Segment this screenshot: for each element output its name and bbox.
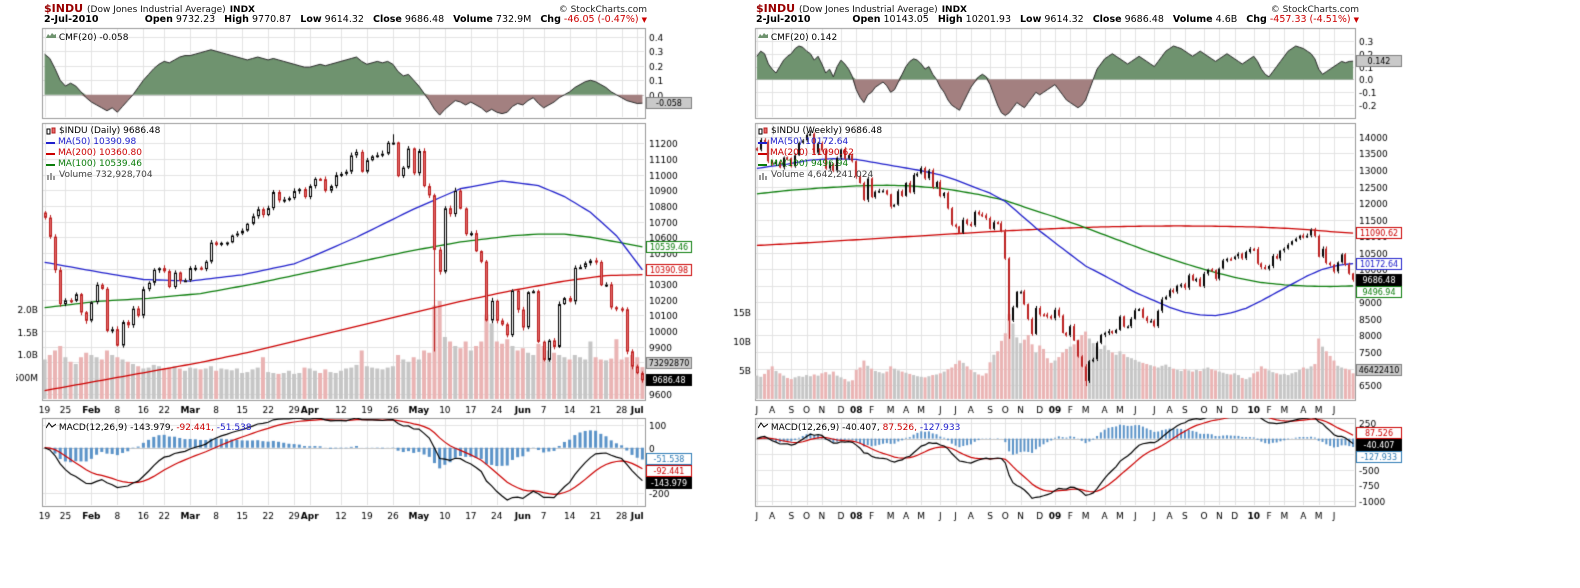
volume-value: Volume 732.9M bbox=[453, 14, 532, 25]
chart-date: 2-Jul-2010 bbox=[44, 14, 99, 25]
ma200-line-icon bbox=[758, 152, 767, 155]
copyright-link[interactable]: © StockCharts.com bbox=[558, 5, 647, 15]
exchange: INDX bbox=[229, 5, 255, 15]
symbol-legend: $INDU (Daily) 9686.48 bbox=[46, 126, 160, 137]
chart-date: 2-Jul-2010 bbox=[756, 14, 811, 25]
ma100-legend: MA(100) 9496.94 bbox=[758, 159, 882, 170]
ma50-legend: MA(50) 10172.64 bbox=[758, 137, 882, 148]
macd-legend: MACD(12,26,9) -143.979, -92.441, -51.538 bbox=[46, 421, 252, 434]
close-value: Close 9686.48 bbox=[1092, 14, 1164, 25]
ma200-line-icon bbox=[46, 152, 55, 155]
ma200-legend: MA(200) 11090.62 bbox=[758, 148, 882, 159]
down-arrow-icon: ▼ bbox=[1353, 16, 1359, 24]
ma50-legend: MA(50) 10390.98 bbox=[46, 137, 160, 148]
weekly-chart: $INDU (Dow Jones Industrial Average) IND… bbox=[728, 2, 1412, 544]
chart-header: $INDU (Dow Jones Industrial Average) IND… bbox=[756, 2, 1359, 15]
symbol-legend: $INDU (Weekly) 9686.48 bbox=[758, 126, 882, 137]
daily-chart-canvas bbox=[16, 2, 700, 542]
low-value: Low 9614.32 bbox=[300, 14, 364, 25]
symbol: $INDU bbox=[756, 2, 796, 15]
main-legend: $INDU (Daily) 9686.48 MA(50) 10390.98 MA… bbox=[46, 126, 160, 181]
ma100-line-icon bbox=[46, 163, 55, 166]
daily-chart: $INDU (Dow Jones Industrial Average) IND… bbox=[16, 2, 700, 544]
cmf-legend: CMF(20) 0.142 bbox=[758, 31, 837, 44]
down-arrow-icon: ▼ bbox=[641, 16, 647, 24]
macd-legend: MACD(12,26,9) -40.407, 87.526, -127.933 bbox=[758, 421, 960, 434]
volume-icon bbox=[758, 171, 768, 180]
cmf-legend: CMF(20) -0.058 bbox=[46, 31, 128, 44]
volume-value: Volume 4.6B bbox=[1172, 14, 1238, 25]
symbol-name: (Dow Jones Industrial Average) bbox=[799, 5, 938, 15]
main-legend: $INDU (Weekly) 9686.48 MA(50) 10172.64 M… bbox=[758, 126, 882, 181]
chart-header: $INDU (Dow Jones Industrial Average) IND… bbox=[44, 2, 647, 15]
symbol-name: (Dow Jones Industrial Average) bbox=[87, 5, 226, 15]
chg-value: Chg -46.05 (-0.47%) ▼ bbox=[540, 14, 647, 25]
high-value: High 9770.87 bbox=[224, 14, 292, 25]
open-value: Open 9732.23 bbox=[144, 14, 216, 25]
candlestick-icon bbox=[758, 127, 768, 136]
cmf-icon bbox=[46, 31, 56, 40]
high-value: High 10201.93 bbox=[937, 14, 1011, 25]
ma100-legend: MA(100) 10539.46 bbox=[46, 159, 160, 170]
volume-icon bbox=[46, 171, 56, 180]
chg-value: Chg -457.33 (-4.51%) ▼ bbox=[1246, 14, 1359, 25]
candlestick-icon bbox=[46, 127, 56, 136]
volume-legend: Volume 4,642,241,024 bbox=[758, 170, 882, 181]
ohlc-row: 2-Jul-2010 Open 10143.05 High 10201.93 L… bbox=[756, 14, 1359, 25]
close-value: Close 9686.48 bbox=[372, 14, 445, 25]
volume-legend: Volume 732,928,704 bbox=[46, 170, 160, 181]
ma50-line-icon bbox=[758, 141, 767, 144]
ma50-line-icon bbox=[46, 141, 55, 144]
macd-icon bbox=[758, 421, 768, 430]
exchange: INDX bbox=[941, 5, 967, 15]
ma100-line-icon bbox=[758, 163, 767, 166]
open-value: Open 10143.05 bbox=[852, 14, 929, 25]
copyright-link[interactable]: © StockCharts.com bbox=[1270, 5, 1359, 15]
symbol: $INDU bbox=[44, 2, 84, 15]
macd-icon bbox=[46, 421, 56, 430]
weekly-chart-canvas bbox=[728, 2, 1412, 542]
ma200-legend: MA(200) 10360.80 bbox=[46, 148, 160, 159]
low-value: Low 9614.32 bbox=[1020, 14, 1084, 25]
ohlc-row: 2-Jul-2010 Open 9732.23 High 9770.87 Low… bbox=[44, 14, 647, 25]
cmf-icon bbox=[758, 31, 768, 40]
